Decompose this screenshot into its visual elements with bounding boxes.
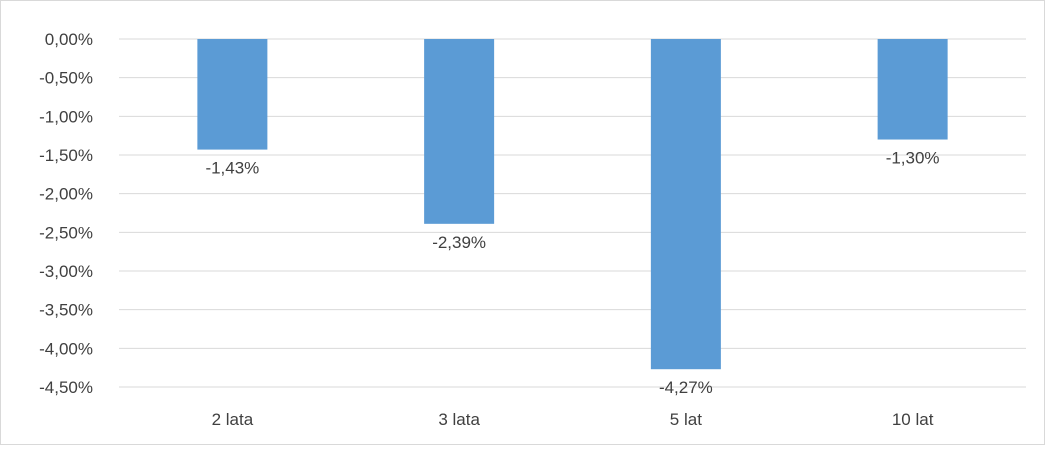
y-tick-label: -3,00%: [39, 262, 93, 281]
bars: [197, 39, 948, 370]
x-tick-label: 3 lata: [438, 410, 480, 429]
bar: [877, 39, 948, 140]
x-axis-tick-labels: 2 lata 3 lata 5 lat 10 lat: [212, 410, 934, 429]
y-tick-label: -4,50%: [39, 378, 93, 397]
grid-lines: [119, 38, 1026, 388]
y-tick-label: 0,00%: [45, 30, 93, 49]
data-label: -2,39%: [432, 233, 486, 252]
y-tick-label: -0,50%: [39, 69, 93, 88]
y-tick-label: -2,00%: [39, 185, 93, 204]
bar: [650, 39, 721, 370]
bar: [424, 39, 495, 224]
y-tick-label: -1,50%: [39, 146, 93, 165]
x-tick-label: 10 lat: [892, 410, 934, 429]
data-labels: -1,43% -2,39% -4,27% -1,30%: [205, 149, 939, 398]
y-tick-label: -3,50%: [39, 301, 93, 320]
y-tick-label: -1,00%: [39, 107, 93, 126]
y-tick-label: -4,00%: [39, 339, 93, 358]
data-label: -1,43%: [205, 159, 259, 178]
x-tick-label: 5 lat: [670, 410, 702, 429]
data-label: -4,27%: [659, 378, 713, 397]
bar: [197, 39, 268, 150]
y-tick-label: -2,50%: [39, 223, 93, 242]
y-axis-tick-labels: 0,00% -0,50% -1,00% -1,50% -2,00% -2,50% -3,00…: [39, 30, 93, 397]
data-label: -1,30%: [886, 149, 940, 168]
x-tick-label: 2 lata: [212, 410, 254, 429]
